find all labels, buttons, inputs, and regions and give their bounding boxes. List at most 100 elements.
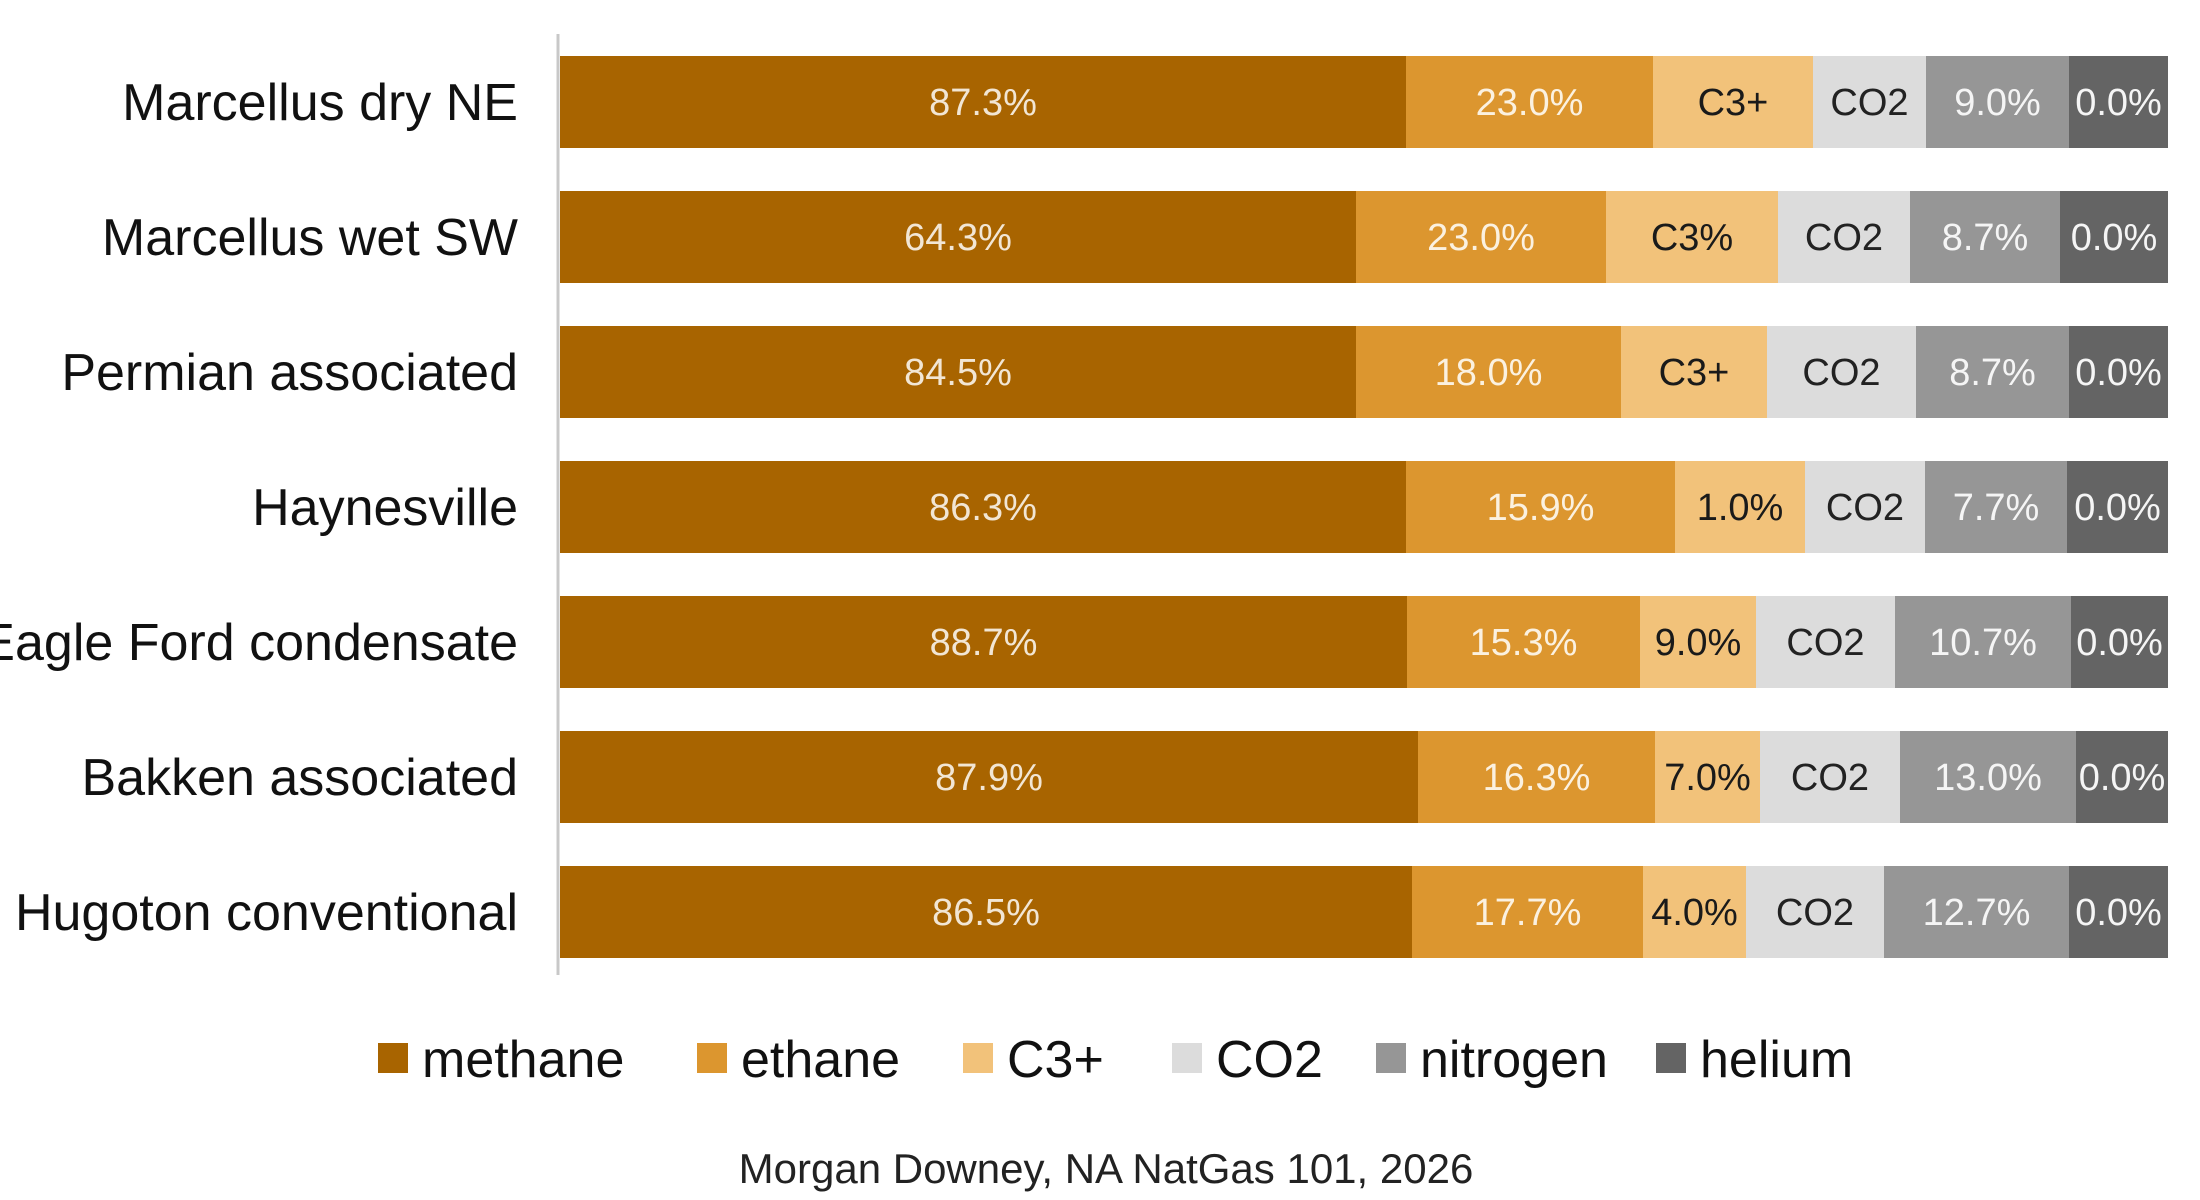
- bar-segment-ethane: [1356, 326, 1621, 418]
- data-label: 0.0%: [2079, 757, 2166, 799]
- bar-segment-helium: [2060, 191, 2168, 283]
- data-label: 8.7%: [1942, 217, 2029, 259]
- data-label: 0.0%: [2074, 487, 2161, 529]
- category-label: Permian associated: [61, 344, 518, 402]
- data-label: 10.7%: [1929, 622, 2037, 664]
- category-label: Eagle Ford condensate: [0, 614, 518, 672]
- data-label: CO2: [1805, 217, 1883, 259]
- bar-segment-nitrogen: [1895, 596, 2071, 688]
- bar-segment-nitrogen: [1916, 326, 2069, 418]
- bar-segment-c3-: [1640, 596, 1756, 688]
- category-label: Haynesville: [252, 479, 518, 537]
- legend: methane ethane C3+ CO2 nitrogen helium: [378, 1031, 1853, 1089]
- data-label: 9.0%: [1655, 622, 1742, 664]
- bar-segment-ethane: [1406, 461, 1675, 553]
- legend-swatch: [1376, 1043, 1406, 1073]
- data-label: 18.0%: [1435, 352, 1543, 394]
- data-label: 0.0%: [2075, 352, 2162, 394]
- data-label: 64.3%: [904, 217, 1012, 259]
- bar-segment-co2: [1756, 596, 1895, 688]
- data-label: 23.0%: [1427, 217, 1535, 259]
- bar-segment-methane: [560, 461, 1406, 553]
- data-label: 0.0%: [2076, 622, 2163, 664]
- bar-segment-co2: [1805, 461, 1925, 553]
- bar-segment-methane: [560, 731, 1418, 823]
- legend-swatch: [1656, 1043, 1686, 1073]
- legend-label: CO2: [1216, 1031, 1323, 1089]
- source-note: Morgan Downey, NA NatGas 101, 2026: [739, 1145, 1474, 1192]
- bar-segment-co2: [1760, 731, 1900, 823]
- bar-segment-nitrogen: [1910, 191, 2060, 283]
- data-label: 84.5%: [904, 352, 1012, 394]
- bar-segment-helium: [2069, 56, 2168, 148]
- bar-segment-ethane: [1407, 596, 1640, 688]
- bar-segment-co2: [1778, 191, 1910, 283]
- data-label: CO2: [1802, 352, 1880, 394]
- category-label: Marcellus wet SW: [102, 209, 518, 267]
- data-label: 17.7%: [1474, 892, 1582, 934]
- bar-segment-methane: [560, 191, 1356, 283]
- data-label: 7.7%: [1953, 487, 2040, 529]
- bar-segment-ethane: [1406, 56, 1653, 148]
- bar-segment-co2: [1746, 866, 1884, 958]
- data-label: C3%: [1651, 217, 1733, 259]
- bar-segment-methane: [560, 596, 1407, 688]
- category-labels: Marcellus dry NE Marcellus wet SW Permian …: [0, 74, 518, 942]
- legend-label: ethane: [741, 1031, 900, 1089]
- data-label: 0.0%: [2075, 892, 2162, 934]
- data-label: CO2: [1830, 82, 1908, 124]
- data-label: 86.5%: [932, 892, 1040, 934]
- legend-label: nitrogen: [1420, 1031, 1608, 1089]
- bar-segment-helium: [2076, 731, 2168, 823]
- data-label: 9.0%: [1954, 82, 2041, 124]
- bar-segment-co2: [1813, 56, 1926, 148]
- data-label: C3+: [1698, 82, 1769, 124]
- bar-segment-ethane: [1356, 191, 1606, 283]
- bar-segment-helium: [2067, 461, 2168, 553]
- bar-segment-methane: [560, 56, 1406, 148]
- data-label: 1.0%: [1697, 487, 1784, 529]
- data-label: 16.3%: [1483, 757, 1591, 799]
- data-label: 23.0%: [1476, 82, 1584, 124]
- bar-segment-c3-: [1653, 56, 1813, 148]
- data-label: 12.7%: [1923, 892, 2031, 934]
- legend-label: methane: [422, 1031, 624, 1089]
- bar-segment-helium: [2069, 866, 2168, 958]
- data-label: C3+: [1659, 352, 1730, 394]
- legend-label: helium: [1700, 1031, 1853, 1089]
- bar-segment-co2: [1767, 326, 1916, 418]
- bar-segment-nitrogen: [1925, 461, 2067, 553]
- data-label: CO2: [1826, 487, 1904, 529]
- plot-area: 87.3% 23.0% C3+ CO2 9.0% 0.0% 64.3% 23.0% C3% CO2…: [560, 56, 2168, 958]
- legend-swatch: [963, 1043, 993, 1073]
- bar-segment-nitrogen: [1884, 866, 2069, 958]
- bar-segment-c3-: [1675, 461, 1805, 553]
- data-label: 0.0%: [2071, 217, 2158, 259]
- bar-segment-nitrogen: [1900, 731, 2076, 823]
- data-label: CO2: [1776, 892, 1854, 934]
- data-label: 8.7%: [1949, 352, 2036, 394]
- bar-segment-c3-: [1655, 731, 1760, 823]
- category-label: Bakken associated: [82, 749, 519, 807]
- data-label: 7.0%: [1664, 757, 1751, 799]
- data-label: 4.0%: [1651, 892, 1738, 934]
- data-label: 87.9%: [935, 757, 1043, 799]
- bar-segment-c3-: [1643, 866, 1746, 958]
- bar-segment-ethane: [1418, 731, 1655, 823]
- data-label: 13.0%: [1934, 757, 2042, 799]
- legend-swatch: [378, 1043, 408, 1073]
- data-label: 86.3%: [929, 487, 1037, 529]
- data-label: 15.9%: [1487, 487, 1595, 529]
- data-label: CO2: [1791, 757, 1869, 799]
- bar-segment-c3-: [1606, 191, 1778, 283]
- data-label: 88.7%: [930, 622, 1038, 664]
- bar-segment-helium: [2069, 326, 2168, 418]
- data-label: CO2: [1786, 622, 1864, 664]
- category-label: Marcellus dry NE: [122, 74, 518, 132]
- category-label: Hugoton conventional: [15, 884, 518, 942]
- bar-segment-methane: [560, 326, 1356, 418]
- bar-segment-c3-: [1621, 326, 1767, 418]
- data-label: 0.0%: [2075, 82, 2162, 124]
- bar-segment-nitrogen: [1926, 56, 2069, 148]
